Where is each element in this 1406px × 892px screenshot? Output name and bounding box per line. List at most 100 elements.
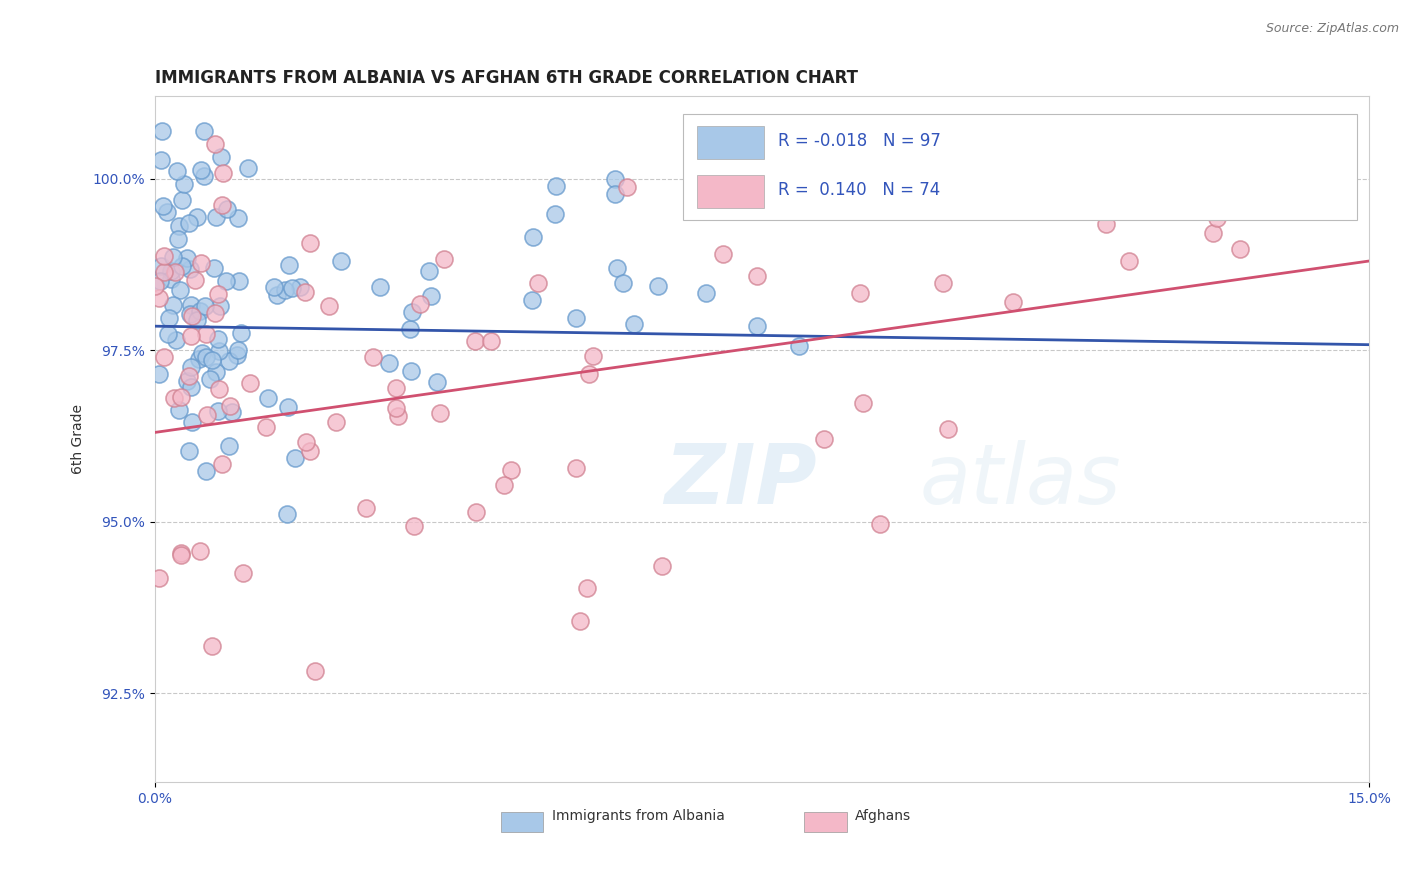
Point [180,360,202,375]
Point [325,415,347,429]
FancyBboxPatch shape [683,113,1357,219]
Point [201,353,224,368]
Point [492,477,515,491]
Point [195,409,218,423]
Point [180,380,202,394]
Point [153,249,176,263]
Point [218,353,240,368]
Point [263,280,285,294]
Point [165,333,187,347]
Point [179,216,201,230]
Point [745,319,768,334]
Point [932,276,955,290]
Point [187,351,209,366]
Point [181,415,204,429]
Point [274,283,297,297]
Text: Immigrants from Albania: Immigrants from Albania [551,809,724,822]
Point [612,276,634,290]
Point [813,432,835,446]
Point [226,211,249,226]
Point [188,543,211,558]
Point [179,307,201,321]
Point [616,179,638,194]
Point [173,177,195,191]
Point [180,329,202,343]
Point [849,286,872,301]
Point [294,285,316,299]
Point [713,247,735,261]
Point [153,265,176,279]
Point [225,348,247,362]
Point [1206,211,1229,225]
Point [176,251,198,265]
Point [156,204,179,219]
Point [479,334,502,349]
Point [195,327,218,342]
Point [167,219,190,234]
Point [745,269,768,284]
Point [143,278,166,293]
Point [276,507,298,521]
Point [464,334,486,348]
Point [156,327,179,342]
Point [299,443,322,458]
Point [284,450,307,465]
Text: R =  0.140   N = 74: R = 0.140 N = 74 [778,181,939,200]
Point [176,374,198,388]
Point [202,260,225,275]
Point [204,137,226,152]
Point [162,298,184,312]
Text: Source: ZipAtlas.com: Source: ZipAtlas.com [1265,22,1399,36]
Point [188,303,211,318]
Point [299,235,322,250]
Point [211,150,233,164]
Point [218,439,240,453]
Point [179,369,201,384]
Point [1002,295,1025,310]
Point [191,346,214,360]
Text: R = -0.018   N = 97: R = -0.018 N = 97 [778,132,941,150]
Text: atlas: atlas [920,440,1122,521]
Point [217,202,239,216]
Point [149,274,172,288]
Point [239,376,262,390]
Point [277,400,299,414]
Point [288,280,311,294]
Text: Afghans: Afghans [855,809,911,822]
Point [163,265,186,279]
Point [194,299,217,313]
Point [401,305,423,319]
Point [852,396,875,410]
Point [565,311,588,326]
Point [231,326,253,340]
Point [204,365,226,379]
Point [385,401,408,415]
Point [429,406,451,420]
Point [266,287,288,301]
Point [377,356,399,370]
Point [1202,226,1225,240]
Point [157,310,180,325]
Point [163,391,186,405]
Point [211,198,233,212]
Point [522,230,544,244]
Point [520,293,543,308]
Point [201,640,224,654]
Point [1118,254,1140,268]
Point [257,391,280,405]
Point [368,279,391,293]
Point [211,457,233,471]
Point [568,614,591,628]
Point [208,343,231,358]
Point [181,309,204,323]
Y-axis label: 6th Grade: 6th Grade [72,404,86,475]
Point [207,287,229,301]
Point [149,260,172,274]
Point [354,500,377,515]
Point [194,350,217,364]
Point [170,260,193,274]
Point [695,285,717,300]
Point [205,210,228,224]
Point [869,516,891,531]
Point [170,193,193,207]
